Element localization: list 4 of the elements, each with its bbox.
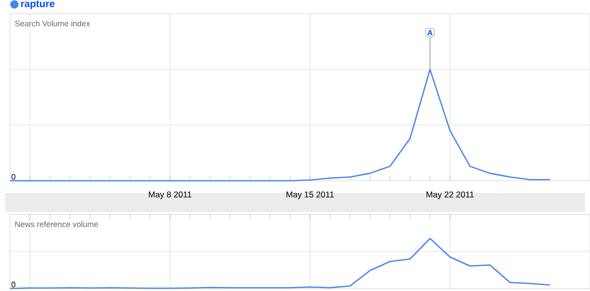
x-tick-label: May 8 2011: [148, 191, 192, 200]
legend-label: rapture: [21, 0, 54, 10]
x-tick-label: May 22 2011: [426, 191, 474, 200]
x-tick-label: May 15 2011: [286, 191, 334, 200]
